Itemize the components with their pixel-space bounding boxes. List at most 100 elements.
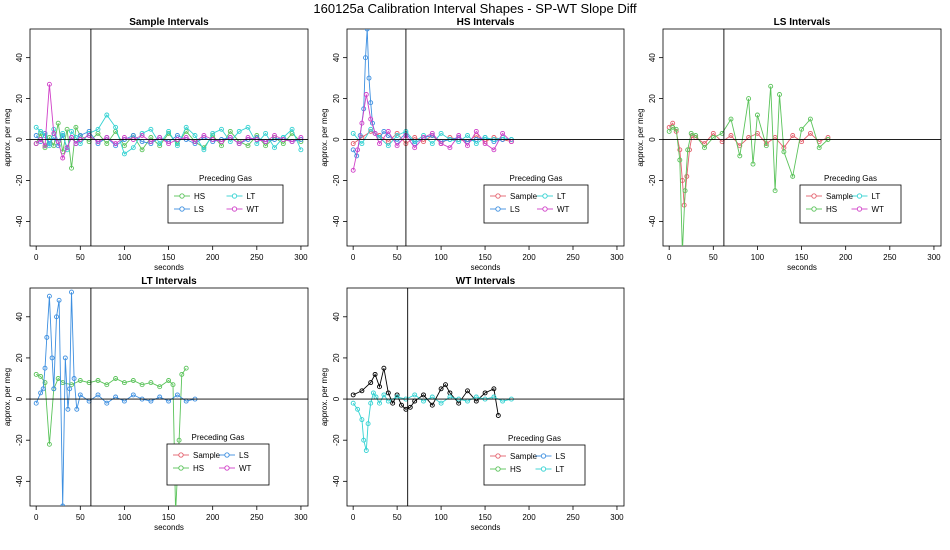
data-point-hs xyxy=(746,96,752,102)
data-point-ls xyxy=(174,392,180,398)
data-point-wt xyxy=(166,141,172,147)
y-tick-label: 20 xyxy=(648,94,657,103)
series-group xyxy=(350,29,514,173)
data-point-wt xyxy=(355,147,361,153)
data-point-wt xyxy=(456,133,462,138)
data-point-hs xyxy=(693,133,699,138)
legend-label: Sample xyxy=(193,451,221,460)
data-point-lt xyxy=(377,400,382,406)
data-point-lt xyxy=(33,124,39,130)
y-axis-label: approx. per meg xyxy=(320,368,329,426)
data-point-extra xyxy=(421,392,426,398)
data-point-wt xyxy=(33,141,39,147)
x-tick-label: 0 xyxy=(667,253,672,262)
legend-marker xyxy=(495,193,501,199)
data-point-hs xyxy=(121,143,127,149)
data-point-hs xyxy=(728,116,734,122)
data-point-ls xyxy=(46,293,52,299)
y-tick-label: 40 xyxy=(648,53,657,62)
data-point-hs xyxy=(673,126,679,132)
data-point-ls xyxy=(49,355,55,361)
x-tick-label: 50 xyxy=(393,253,402,262)
data-point-ls xyxy=(104,400,110,406)
data-point-hs xyxy=(170,382,176,388)
data-point-ls xyxy=(69,289,74,295)
data-point-lt xyxy=(69,128,74,134)
x-axis-label: seconds xyxy=(154,523,184,532)
y-tick-label: -20 xyxy=(332,174,341,186)
panel-title: LS Intervals xyxy=(774,17,831,28)
data-point-ls xyxy=(95,392,101,398)
x-tick-label: 150 xyxy=(478,513,492,522)
legend-marker xyxy=(856,206,863,212)
data-point-hs xyxy=(799,126,805,132)
data-point-hs xyxy=(777,92,782,97)
data-point-lt xyxy=(263,130,269,136)
data-point-lt xyxy=(219,126,224,132)
data-point-lt xyxy=(192,133,198,138)
x-tick-label: 300 xyxy=(294,253,308,262)
figure-title: 160125a Calibration Interval Shapes - SP… xyxy=(313,1,637,16)
data-point-wt xyxy=(447,145,453,151)
data-point-lt xyxy=(368,126,374,132)
data-point-lt xyxy=(359,417,365,423)
legend-title: Preceding Gas xyxy=(510,174,563,183)
data-point-ls xyxy=(33,133,39,138)
data-point-lt xyxy=(438,400,444,406)
data-point-lt xyxy=(157,141,163,147)
data-point-wt xyxy=(465,143,470,149)
x-tick-label: 200 xyxy=(522,253,536,262)
y-tick-label: 0 xyxy=(332,396,341,401)
data-point-wt xyxy=(412,145,418,151)
legend-marker xyxy=(179,193,185,199)
y-tick-label: -20 xyxy=(15,434,24,446)
data-point-lt xyxy=(289,126,295,132)
x-tick-label: 250 xyxy=(566,253,580,262)
x-tick-label: 0 xyxy=(351,513,356,522)
series-line-sample xyxy=(668,122,829,206)
data-point-lt xyxy=(121,151,127,157)
series-line-lt xyxy=(352,391,512,451)
data-point-ls xyxy=(62,355,68,361)
legend-label: WT xyxy=(247,205,260,214)
data-point-sample xyxy=(807,130,813,136)
legend-marker xyxy=(811,206,817,212)
data-point-hs xyxy=(38,373,44,379)
data-point-hs xyxy=(685,147,691,153)
data-point-hs xyxy=(702,145,707,151)
data-point-hs xyxy=(139,147,145,153)
data-point-sample xyxy=(728,133,734,138)
data-point-lt xyxy=(210,130,216,136)
y-axis-label: approx. per meg xyxy=(636,108,645,166)
data-point-lt xyxy=(236,128,242,134)
x-tick-label: 50 xyxy=(709,253,718,262)
data-point-hs xyxy=(666,128,672,134)
x-tick-label: 100 xyxy=(434,253,448,262)
data-point-hs xyxy=(682,188,688,194)
data-point-hs xyxy=(750,161,756,167)
legend-label: LS xyxy=(194,205,204,214)
y-tick-label: 20 xyxy=(15,94,24,103)
y-tick-label: 0 xyxy=(15,396,24,401)
data-point-extra xyxy=(372,371,378,377)
plot-frame xyxy=(346,28,625,247)
data-point-sample xyxy=(684,173,690,179)
series-line-ls xyxy=(35,292,196,506)
data-point-extra xyxy=(429,402,435,408)
data-point-hs xyxy=(64,126,70,132)
x-tick-label: 150 xyxy=(162,253,176,262)
data-point-wt xyxy=(491,147,497,153)
data-point-hs xyxy=(104,382,110,388)
data-point-hs xyxy=(55,120,61,126)
data-point-ls xyxy=(368,100,374,106)
x-tick-label: 0 xyxy=(34,253,39,262)
data-point-sample xyxy=(677,147,683,153)
x-tick-label: 250 xyxy=(250,513,264,522)
legend-title: Preceding Gas xyxy=(199,174,252,183)
data-point-wt xyxy=(60,155,66,161)
data-point-lt xyxy=(130,145,136,151)
y-tick-label: -20 xyxy=(15,174,24,186)
legend-label: HS xyxy=(193,464,204,473)
data-point-wt xyxy=(272,133,277,138)
